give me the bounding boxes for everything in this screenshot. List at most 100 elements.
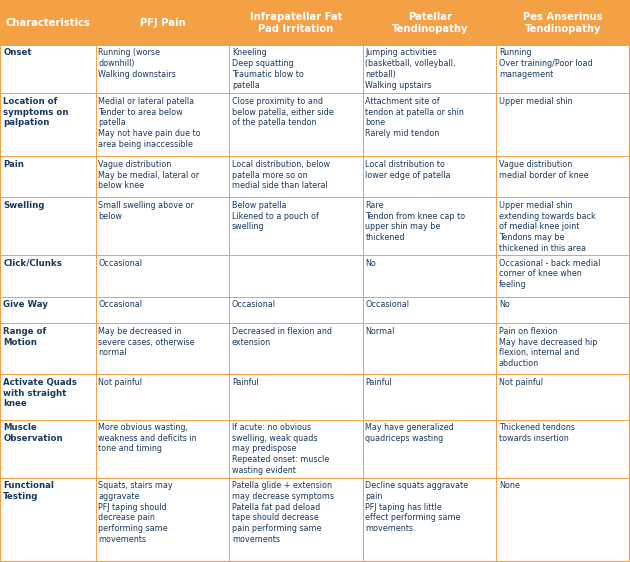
- Bar: [363, 297, 496, 323]
- Bar: [363, 374, 496, 419]
- Text: Activate Quads
with straight
knee: Activate Quads with straight knee: [3, 378, 77, 409]
- Text: Small swelling above or
below: Small swelling above or below: [98, 201, 194, 221]
- Bar: [229, 478, 363, 562]
- Text: Below patella
Likened to a pouch of
swelling: Below patella Likened to a pouch of swel…: [232, 201, 319, 232]
- Bar: [229, 255, 363, 297]
- Text: Close proximity to and
below patella, either side
of the patella tendon: Close proximity to and below patella, ei…: [232, 97, 334, 128]
- Bar: [96, 45, 229, 93]
- Bar: [229, 323, 363, 374]
- Bar: [363, 255, 496, 297]
- Bar: [229, 93, 363, 156]
- Bar: [0, 197, 96, 255]
- Bar: [363, 323, 496, 374]
- Bar: [0, 419, 96, 478]
- Bar: [496, 478, 630, 562]
- Text: Pes Anserinus
Tendinopathy: Pes Anserinus Tendinopathy: [524, 12, 603, 34]
- Text: Range of
Motion: Range of Motion: [3, 327, 47, 347]
- Bar: [496, 323, 630, 374]
- Text: Pain on flexion
May have decreased hip
flexion, internal and
abduction: Pain on flexion May have decreased hip f…: [499, 327, 597, 368]
- Bar: [96, 419, 229, 478]
- Text: Infrapatellar Fat
Pad Irritation: Infrapatellar Fat Pad Irritation: [250, 12, 342, 34]
- Bar: [229, 297, 363, 323]
- Bar: [0, 45, 96, 93]
- Text: Functional
Testing: Functional Testing: [3, 481, 54, 501]
- Bar: [363, 419, 496, 478]
- Text: Swelling: Swelling: [3, 201, 45, 210]
- Bar: [0, 156, 96, 197]
- Bar: [363, 45, 496, 93]
- Text: Click/Clunks: Click/Clunks: [3, 259, 62, 268]
- Bar: [229, 419, 363, 478]
- Bar: [0, 323, 96, 374]
- Bar: [496, 419, 630, 478]
- Text: Give Way: Give Way: [3, 300, 48, 309]
- Text: Location of
symptoms on
palpation: Location of symptoms on palpation: [3, 97, 69, 128]
- Text: Decline squats aggravate
pain
PFJ taping has little
effect performing same
movem: Decline squats aggravate pain PFJ taping…: [365, 481, 469, 533]
- Text: Kneeling
Deep squatting
Traumatic blow to
patella: Kneeling Deep squatting Traumatic blow t…: [232, 48, 304, 90]
- Bar: [496, 297, 630, 323]
- Text: Painful: Painful: [232, 378, 258, 387]
- Text: Attachment site of
tendon at patella or shin
bone
Rarely mid tendon: Attachment site of tendon at patella or …: [365, 97, 464, 138]
- Bar: [96, 93, 229, 156]
- Text: Running
Over training/Poor load
management: Running Over training/Poor load manageme…: [499, 48, 593, 79]
- Text: May be decreased in
severe cases, otherwise
normal: May be decreased in severe cases, otherw…: [98, 327, 195, 357]
- Text: Squats, stairs may
aggravate
PFJ taping should
decrease pain
performing same
mov: Squats, stairs may aggravate PFJ taping …: [98, 481, 173, 544]
- Text: Upper medial shin
extending towards back
of medial knee joint
Tendons may be
thi: Upper medial shin extending towards back…: [499, 201, 596, 253]
- Text: Vague distribution
May be medial, lateral or
below knee: Vague distribution May be medial, latera…: [98, 160, 200, 191]
- Text: No: No: [365, 259, 376, 268]
- Text: Onset: Onset: [3, 48, 32, 57]
- Text: Occasional: Occasional: [98, 300, 142, 309]
- Text: Muscle
Observation: Muscle Observation: [3, 423, 63, 443]
- Text: None: None: [499, 481, 520, 490]
- Text: Painful: Painful: [365, 378, 392, 387]
- Bar: [0, 93, 96, 156]
- Text: Not painful: Not painful: [98, 378, 142, 387]
- Bar: [363, 93, 496, 156]
- Bar: [229, 0, 363, 45]
- Bar: [496, 374, 630, 419]
- Bar: [0, 374, 96, 419]
- Bar: [496, 156, 630, 197]
- Text: Decreased in flexion and
extension: Decreased in flexion and extension: [232, 327, 332, 347]
- Text: Medial or lateral patella
Tender to area below
patella
May not have pain due to
: Medial or lateral patella Tender to area…: [98, 97, 201, 149]
- Bar: [96, 297, 229, 323]
- Text: If acute: no obvious
swelling, weak quads
may predispose
Repeated onset: muscle
: If acute: no obvious swelling, weak quad…: [232, 423, 329, 475]
- Bar: [0, 0, 96, 45]
- Text: No: No: [499, 300, 510, 309]
- Bar: [229, 156, 363, 197]
- Text: Patellar
Tendinopathy: Patellar Tendinopathy: [391, 12, 468, 34]
- Text: Occasional: Occasional: [232, 300, 276, 309]
- Bar: [363, 156, 496, 197]
- Text: Occasional: Occasional: [365, 300, 410, 309]
- Bar: [96, 374, 229, 419]
- Text: Not painful: Not painful: [499, 378, 543, 387]
- Text: Upper medial shin: Upper medial shin: [499, 97, 573, 106]
- Bar: [496, 45, 630, 93]
- Bar: [229, 197, 363, 255]
- Bar: [0, 478, 96, 562]
- Bar: [229, 374, 363, 419]
- Bar: [96, 323, 229, 374]
- Bar: [496, 93, 630, 156]
- Bar: [496, 255, 630, 297]
- Text: Patella glide + extension
may decrease symptoms
Patella fat pad deload
tape shou: Patella glide + extension may decrease s…: [232, 481, 334, 544]
- Bar: [229, 45, 363, 93]
- Bar: [496, 0, 630, 45]
- Text: Thickened tendons
towards insertion: Thickened tendons towards insertion: [499, 423, 575, 443]
- Bar: [96, 197, 229, 255]
- Text: Occasional - back medial
corner of knee when
feeling: Occasional - back medial corner of knee …: [499, 259, 600, 289]
- Bar: [496, 197, 630, 255]
- Text: PFJ Pain: PFJ Pain: [140, 17, 185, 28]
- Bar: [96, 255, 229, 297]
- Text: Pain: Pain: [3, 160, 24, 169]
- Bar: [96, 478, 229, 562]
- Text: More obvious wasting,
weakness and deficits in
tone and timing: More obvious wasting, weakness and defic…: [98, 423, 197, 454]
- Text: Local distribution to
lower edge of patella: Local distribution to lower edge of pate…: [365, 160, 451, 179]
- Bar: [96, 156, 229, 197]
- Bar: [0, 255, 96, 297]
- Text: May have generalized
quadriceps wasting: May have generalized quadriceps wasting: [365, 423, 454, 443]
- Text: Rare
Tendon from knee cap to
upper shin may be
thickened: Rare Tendon from knee cap to upper shin …: [365, 201, 466, 242]
- Text: Normal: Normal: [365, 327, 395, 336]
- Bar: [96, 0, 229, 45]
- Text: Local distribution, below
patella more so on
medial side than lateral: Local distribution, below patella more s…: [232, 160, 330, 191]
